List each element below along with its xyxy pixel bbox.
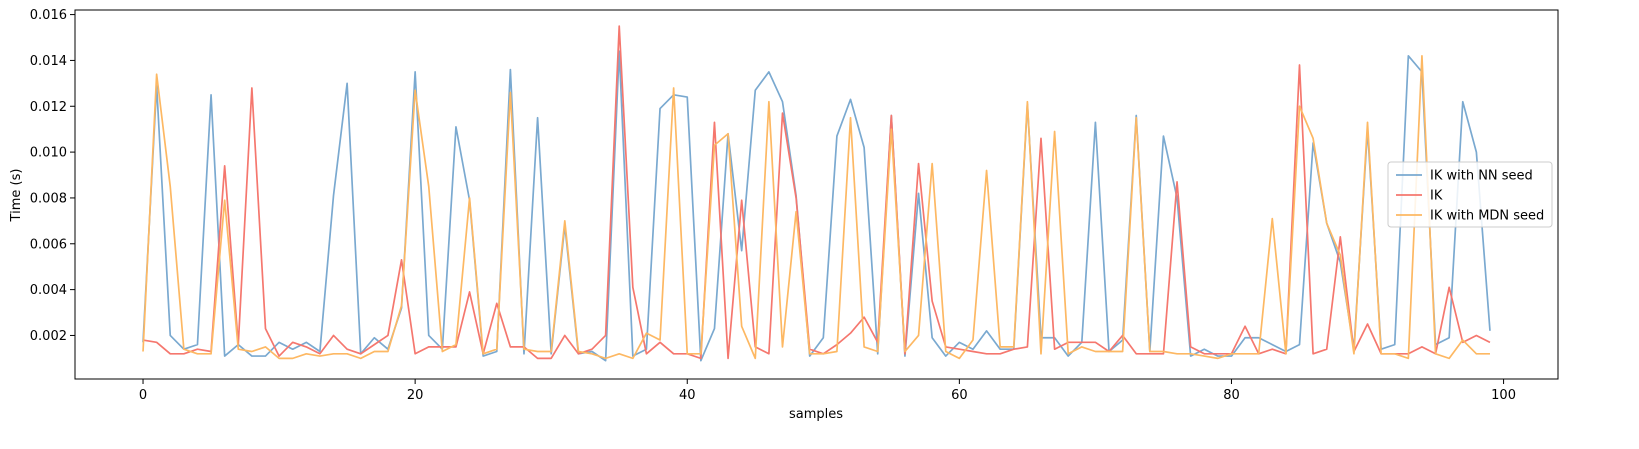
- legend-label-2: IK with MDN seed: [1430, 209, 1544, 224]
- y-tick-label: 0.004: [30, 283, 67, 298]
- y-tick-label: 0.008: [30, 191, 67, 206]
- x-tick-label: 60: [951, 388, 968, 403]
- series-lines: [142, 25, 1491, 362]
- legend: IK with NN seed IK IK with MDN seed: [1387, 161, 1553, 228]
- legend-label-0: IK with NN seed: [1430, 169, 1533, 184]
- y-tick-label: 0.002: [30, 329, 67, 344]
- x-tick-label: 100: [1491, 388, 1516, 403]
- legend-label-1: IK: [1430, 189, 1443, 204]
- series-line-1: [142, 25, 1491, 360]
- y-tick-label: 0.012: [30, 100, 67, 115]
- y-tick-label: 0.014: [30, 54, 67, 69]
- y-tick-label: 0.006: [30, 237, 67, 252]
- y-tick-label: 0.010: [30, 146, 67, 161]
- y-tick-label: 0.016: [30, 8, 67, 23]
- x-tick-label: 20: [407, 388, 424, 403]
- plot-frame: [74, 9, 1559, 380]
- legend-box: [1387, 161, 1553, 228]
- series-line-2: [142, 54, 1490, 360]
- x-tick-label: 0: [139, 388, 147, 403]
- y-axis-title: Time (s): [9, 169, 24, 223]
- x-axis-title: samples: [789, 407, 843, 422]
- x-tick-label: 80: [1223, 388, 1240, 403]
- x-tick-label: 40: [679, 388, 696, 403]
- x-axis: 0 20 40 60 80 100: [139, 379, 1516, 403]
- series-line-0: [142, 50, 1491, 362]
- y-axis: 0.002 0.004 0.006 0.008 0.010 0.012 0.014 0.016: [30, 8, 75, 344]
